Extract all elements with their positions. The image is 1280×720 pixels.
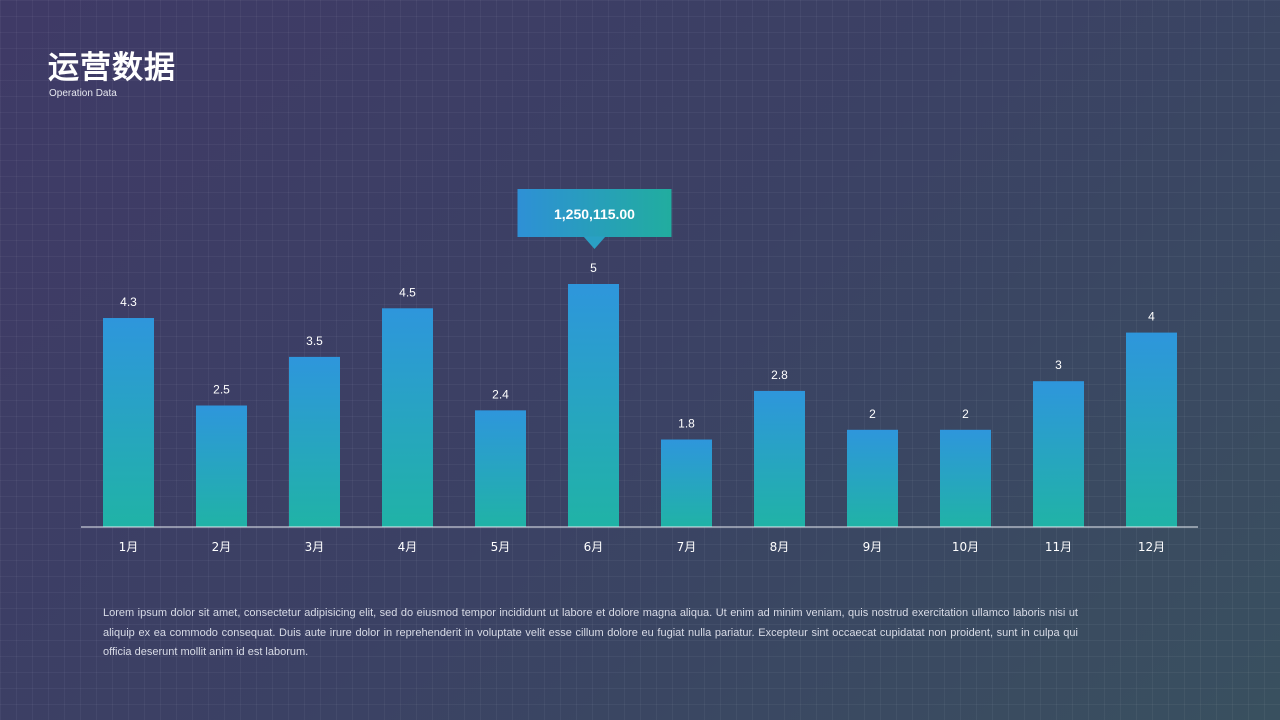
x-tick-label-6: 6月 (584, 540, 604, 554)
bar-6 (568, 284, 619, 527)
bar-5 (475, 410, 526, 527)
callout-pointer (583, 236, 606, 249)
bar-9 (847, 429, 898, 527)
page-subtitle: Operation Data (49, 88, 117, 99)
x-tick-label-3: 3月 (305, 540, 325, 554)
bar-1 (103, 318, 154, 527)
x-tick-label-10: 10月 (952, 540, 979, 554)
data-label-3: 3.5 (306, 334, 323, 348)
x-tick-label-11: 11月 (1045, 540, 1072, 554)
data-label-7: 1.8 (678, 417, 695, 431)
data-label-1: 4.3 (120, 295, 137, 309)
page-title: 运营数据 (48, 50, 176, 86)
data-label-12: 4 (1148, 310, 1155, 324)
data-label-5: 2.4 (492, 387, 509, 401)
data-label-4: 4.5 (399, 285, 416, 299)
x-tick-label-2: 2月 (212, 540, 232, 554)
description-text: Lorem ipsum dolor sit amet, consectetur … (103, 607, 1078, 658)
bars-group: 4.3 1月 2.5 2月 3.5 3月 4.5 4月 2.4 5月 5 6月 1.8 7月 2.8 8月 2 9… (103, 261, 1177, 554)
bar-11 (1033, 381, 1084, 527)
x-tick-label-12: 12月 (1138, 540, 1165, 554)
bar-12 (1126, 332, 1177, 527)
x-tick-label-8: 8月 (770, 540, 790, 554)
data-label-6: 5 (590, 261, 597, 275)
bar-2 (196, 405, 247, 527)
x-tick-label-7: 7月 (677, 540, 697, 554)
x-tick-label-5: 5月 (491, 540, 511, 554)
data-label-8: 2.8 (771, 368, 788, 382)
x-tick-label-1: 1月 (119, 540, 139, 554)
bar-8 (754, 390, 805, 527)
bar-3 (289, 356, 340, 527)
data-label-10: 2 (962, 407, 969, 421)
data-label-9: 2 (869, 407, 876, 421)
x-tick-label-9: 9月 (863, 540, 883, 554)
data-label-11: 3 (1055, 358, 1062, 372)
value-callout: 1,250,115.00 (517, 189, 672, 249)
callout-value: 1,250,115.00 (554, 206, 635, 222)
bar-4 (382, 308, 433, 527)
x-tick-label-4: 4月 (398, 540, 418, 554)
data-label-2: 2.5 (213, 383, 230, 397)
callout-box (517, 189, 672, 237)
bar-10 (940, 429, 991, 527)
bar-7 (661, 439, 712, 527)
